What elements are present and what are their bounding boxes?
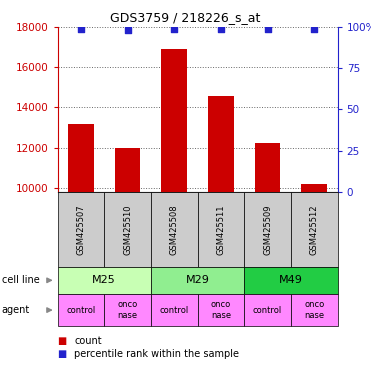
Bar	[301, 184, 327, 192]
Text: GSM425510: GSM425510	[123, 204, 132, 255]
Point	[78, 25, 84, 31]
Text: GSM425508: GSM425508	[170, 204, 179, 255]
Text: onco
nase: onco nase	[117, 300, 138, 320]
Text: count: count	[74, 336, 102, 346]
Bar	[208, 96, 234, 192]
Text: ■: ■	[58, 349, 67, 359]
Text: GSM425511: GSM425511	[216, 204, 226, 255]
Text: ■: ■	[58, 336, 67, 346]
Text: cell line: cell line	[2, 275, 40, 285]
Text: M49: M49	[279, 275, 303, 285]
Bar	[255, 143, 280, 192]
Text: percentile rank within the sample: percentile rank within the sample	[74, 349, 239, 359]
Text: GDS3759 / 218226_s_at: GDS3759 / 218226_s_at	[110, 12, 261, 25]
Text: onco
nase: onco nase	[211, 300, 231, 320]
Text: onco
nase: onco nase	[304, 300, 324, 320]
Text: control: control	[253, 306, 282, 314]
Point	[265, 25, 270, 31]
Text: GSM425512: GSM425512	[310, 204, 319, 255]
Text: GSM425509: GSM425509	[263, 204, 272, 255]
Point	[218, 25, 224, 31]
Text: agent: agent	[2, 305, 30, 315]
Bar	[115, 148, 140, 192]
Text: M29: M29	[186, 275, 210, 285]
Point	[311, 25, 317, 31]
Bar	[161, 49, 187, 192]
Text: control: control	[160, 306, 189, 314]
Text: GSM425507: GSM425507	[76, 204, 85, 255]
Point	[171, 25, 177, 31]
Text: control: control	[66, 306, 95, 314]
Text: M25: M25	[92, 275, 116, 285]
Point	[125, 27, 131, 33]
Bar	[68, 124, 94, 192]
